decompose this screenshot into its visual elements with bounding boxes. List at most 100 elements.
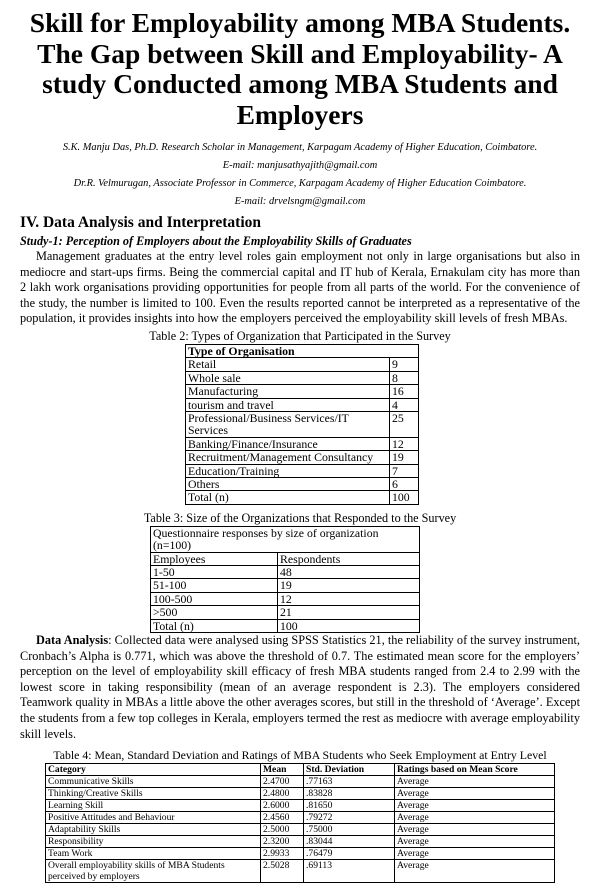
table-cell: 2.3200 <box>260 835 304 849</box>
table-cell: Average <box>394 835 555 849</box>
table-row: Adaptability Skills 2.5000.75000 Average <box>45 823 555 837</box>
author-2: Dr.R. Velmurugan, Associate Professor in… <box>73 178 527 189</box>
table-cell: Adaptability Skills <box>45 823 261 837</box>
analysis-text: : Collected data were analysed using SPS… <box>20 633 580 741</box>
table2-caption: Table 2: Types of Organization that Part… <box>149 328 451 343</box>
table-cell: Banking/Finance/Insurance <box>185 436 390 452</box>
table4-col-std: Std. Deviation <box>303 763 395 777</box>
analysis-paragraph: Data Analysis: Collected data were analy… <box>20 633 580 742</box>
table3-header: Questionnaire responses by size of organ… <box>150 525 420 553</box>
table-row: Communicative Skills 2.4700.77163 Average <box>45 775 555 789</box>
table-cell: 2.4700 <box>260 775 304 789</box>
table-row: Team Work 2.9933.76479 Average <box>45 847 555 861</box>
table-cell: Team Work <box>45 847 261 861</box>
table-cell: 1-50 <box>150 565 278 580</box>
table-organization-size: Questionnaire responses by size of organ… <box>150 525 420 634</box>
table-cell: Average <box>394 799 555 813</box>
subsection-heading: Study-1: Perception of Employers about t… <box>20 234 412 248</box>
table-cell: .83044 <box>303 835 395 849</box>
table-cell: 7 <box>389 463 419 479</box>
table-cell: .81650 <box>303 799 395 813</box>
table-row: Total (n) 100 <box>150 618 420 634</box>
author-1: S.K. Manju Das, Ph.D. Research Scholar i… <box>62 142 538 153</box>
table-row: Others 6 <box>185 477 419 492</box>
table-cell: 100 <box>389 490 419 505</box>
table-cell: 2.4800 <box>260 787 304 801</box>
table-cell: .77163 <box>303 775 395 789</box>
table-cell: tourism and travel <box>185 397 390 413</box>
paper-title: Skill for Employability among MBA Studen… <box>29 7 571 130</box>
table-cell: Learning Skill <box>45 799 261 813</box>
table-row: Responsibility 2.3200.83044 Average <box>45 835 555 849</box>
table4-col-rating: Ratings based on Mean Score <box>394 763 555 777</box>
table-cell: Total (n) <box>185 490 390 505</box>
table-cell: 19 <box>277 578 420 593</box>
table4-col-mean: Mean <box>260 763 304 777</box>
table-cell: Total (n) <box>150 618 278 634</box>
table-cell: Professional/Business Services/IT Servic… <box>185 411 390 438</box>
table2-header: Type of Organisation <box>185 343 419 359</box>
table-row: Manufacturing 16 <box>185 384 419 399</box>
table-cell: 6 <box>389 477 419 492</box>
table-row: Overall employability skills of MBA Stud… <box>45 859 555 884</box>
table-cell: 4 <box>389 397 419 413</box>
table-cell: 8 <box>389 370 419 386</box>
table-row: Education/Training 7 <box>185 463 419 479</box>
table-cell: .83828 <box>303 787 395 801</box>
table-cell: 2.4560 <box>260 811 304 825</box>
table-cell: 100 <box>277 618 420 634</box>
section-heading: IV. Data Analysis and Interpretation <box>20 214 262 231</box>
table-cell: 12 <box>277 591 420 607</box>
table-cell: Others <box>185 477 390 492</box>
author-1-email: E-mail: manjusathyajith@gmail.com <box>222 160 378 171</box>
table-cell: 100-500 <box>150 591 278 607</box>
table-cell: Education/Training <box>185 463 390 479</box>
table-cell: Positive Attitudes and Behaviour <box>45 811 261 825</box>
table-cell: .79272 <box>303 811 395 825</box>
table-cell: Communicative Skills <box>45 775 261 789</box>
table4-col-category: Category <box>45 763 261 777</box>
table-row: Whole sale 8 <box>185 370 419 386</box>
table-row: 100-500 12 <box>150 591 420 607</box>
intro-paragraph: Management graduates at the entry level … <box>20 249 580 326</box>
table-cell: Recruitment/Management Consultancy <box>185 450 390 465</box>
table-cell: Average <box>394 787 555 801</box>
table-cell: 2.5000 <box>260 823 304 837</box>
table-row: Retail 9 <box>185 357 419 372</box>
table-cell: 51-100 <box>150 578 278 593</box>
table-cell: Retail <box>185 357 390 372</box>
table-cell: Responsibility <box>45 835 261 849</box>
table-cell: >500 <box>150 605 278 620</box>
table-row: Thinking/Creative Skills 2.4800.83828 Aver… <box>45 787 555 801</box>
table3-col-employees: Employees <box>150 551 278 567</box>
table-cell: .69113 <box>303 859 395 884</box>
table-cell: .76479 <box>303 847 395 861</box>
table-row: Banking/Finance/Insurance 12 <box>185 436 419 452</box>
table-row: 51-100 19 <box>150 578 420 593</box>
analysis-label: Data Analysis <box>36 633 109 648</box>
table-cell: Thinking/Creative Skills <box>45 787 261 801</box>
table-cell: Average <box>394 823 555 837</box>
table-cell: 19 <box>389 450 419 465</box>
table-row: Total (n) 100 <box>185 490 419 505</box>
table-cell: .75000 <box>303 823 395 837</box>
table-cell: Overall employability skills of MBA Stud… <box>45 859 261 884</box>
table-row: tourism and travel 4 <box>185 397 419 413</box>
table-cell: Manufacturing <box>185 384 390 399</box>
table-row: Positive Attitudes and Behaviour 2.4560.7… <box>45 811 555 825</box>
table-cell: 25 <box>389 411 419 438</box>
table-row: 1-50 48 <box>150 565 420 580</box>
table-cell: 9 <box>389 357 419 372</box>
table-cell: 2.9933 <box>260 847 304 861</box>
table-cell: Average <box>394 859 555 884</box>
table-cell: 16 <box>389 384 419 399</box>
table-cell: Average <box>394 775 555 789</box>
table-row: >500 21 <box>150 605 420 620</box>
author-2-email: E-mail: drvelsngm@gmail.com <box>234 196 366 207</box>
table-skill-ratings: Category Mean Std. Deviation Ratings bas… <box>45 763 555 884</box>
table-cell: Average <box>394 811 555 825</box>
table-organization-types: Type of Organisation Retail 9 Whole sale 8 M… <box>185 343 419 505</box>
table-cell: 12 <box>389 436 419 452</box>
table-cell: 21 <box>277 605 420 620</box>
